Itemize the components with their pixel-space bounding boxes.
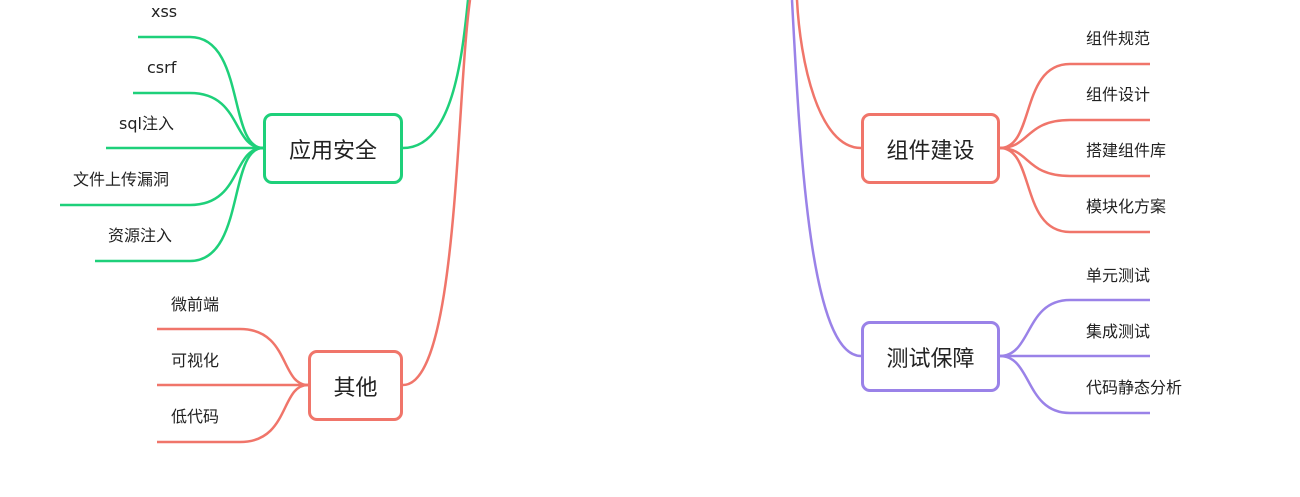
branch-resource: [95, 146, 264, 263]
connector-testing-trunk: [790, 0, 862, 358]
leaf-component-spec[interactable]: 组件规范: [1086, 29, 1151, 48]
leaf-unit-test[interactable]: 单元测试: [1086, 266, 1151, 285]
connector-other-trunk: [402, 0, 472, 387]
node-testing[interactable]: 测试保障: [861, 321, 1000, 392]
branch-modular: [999, 146, 1150, 234]
leaf-file-upload[interactable]: 文件上传漏洞: [73, 170, 170, 189]
node-components-label: 组件建设: [886, 138, 975, 164]
leaf-sql-injection[interactable]: sql注入: [119, 114, 174, 133]
node-other-label: 其他: [333, 375, 378, 401]
leaf-modular-plan[interactable]: 模块化方案: [1086, 197, 1167, 216]
branch-comp-spec: [999, 62, 1150, 150]
leaf-resource-injection[interactable]: 资源注入: [108, 226, 173, 245]
leaf-component-design[interactable]: 组件设计: [1086, 85, 1151, 104]
branch-static-analysis: [999, 354, 1150, 415]
connector-components-trunk: [795, 0, 862, 150]
node-components[interactable]: 组件建设: [861, 113, 1000, 184]
leaf-component-library[interactable]: 搭建组件库: [1086, 141, 1167, 160]
branch-micro-frontend: [157, 327, 309, 387]
leaf-micro-frontend[interactable]: 微前端: [171, 295, 220, 314]
node-testing-label: 测试保障: [886, 346, 975, 372]
leaf-visualization[interactable]: 可视化: [171, 351, 220, 370]
leaf-low-code[interactable]: 低代码: [171, 407, 220, 426]
node-security-label: 应用安全: [288, 138, 377, 164]
leaf-integration-test[interactable]: 集成测试: [1086, 322, 1151, 341]
leaf-csrf[interactable]: csrf: [147, 58, 177, 77]
connector-security-trunk: [402, 0, 470, 150]
leaf-xss[interactable]: xss: [151, 2, 178, 21]
branch-unit-test: [999, 298, 1150, 358]
branch-low-code: [157, 383, 309, 444]
node-security[interactable]: 应用安全: [263, 113, 403, 184]
node-other[interactable]: 其他: [308, 350, 403, 421]
branch-comp-design: [999, 118, 1150, 150]
leaf-static-analysis[interactable]: 代码静态分析: [1086, 378, 1183, 397]
branch-xss: [138, 35, 264, 150]
branch-csrf: [133, 91, 264, 150]
